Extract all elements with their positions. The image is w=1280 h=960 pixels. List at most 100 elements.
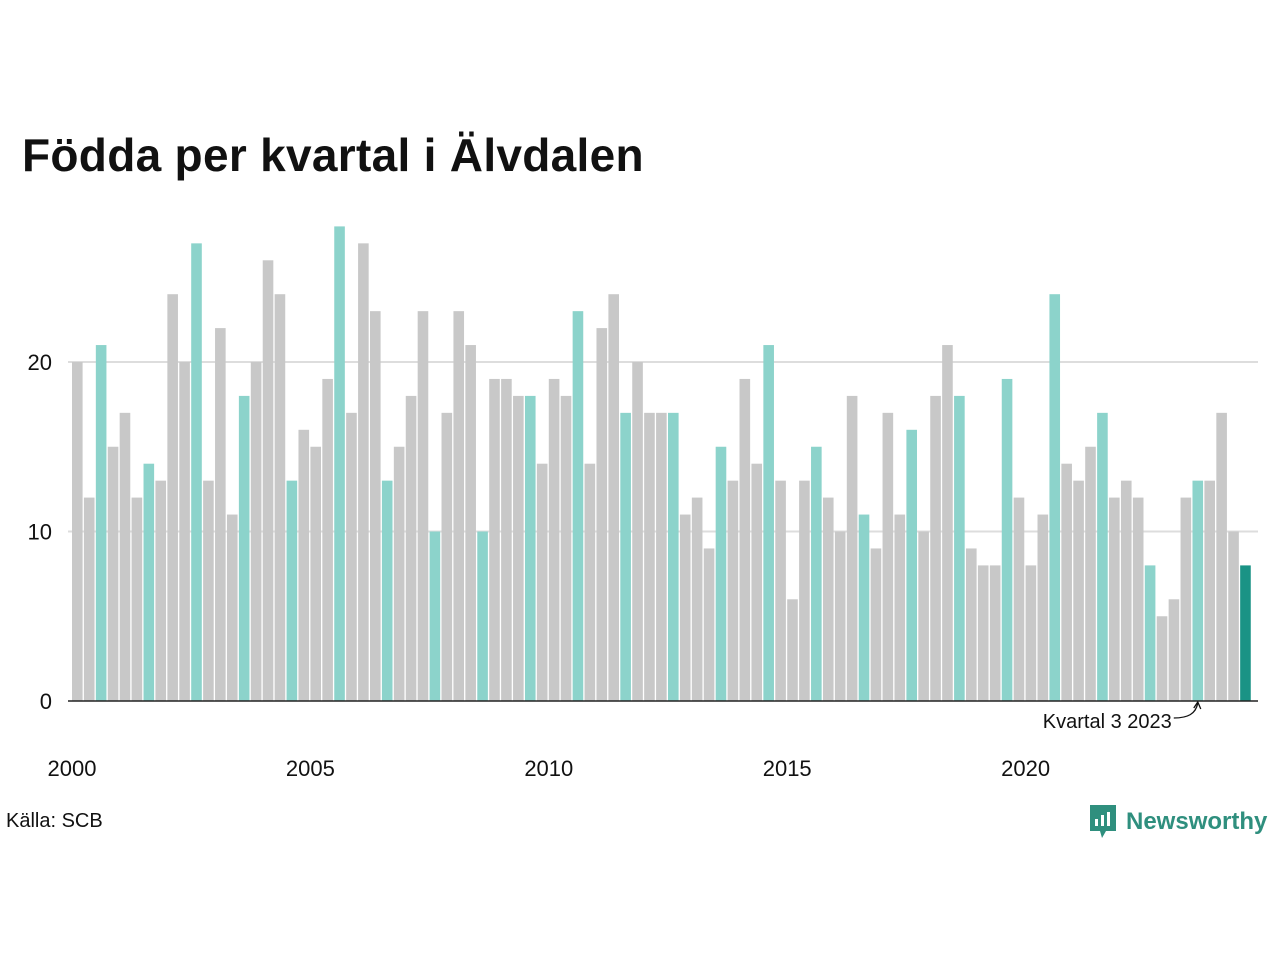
bar bbox=[501, 378, 512, 701]
bar bbox=[942, 345, 953, 701]
bar bbox=[524, 395, 536, 701]
bar bbox=[1180, 497, 1192, 701]
y-tick-label: 20 bbox=[28, 350, 52, 375]
source-note: Källa: SCB bbox=[6, 810, 103, 832]
bar bbox=[691, 497, 703, 701]
y-tick-label: 0 bbox=[40, 689, 52, 714]
bar bbox=[894, 514, 906, 701]
bar bbox=[1120, 480, 1132, 701]
bar bbox=[548, 378, 560, 701]
bar bbox=[1192, 480, 1204, 701]
bar bbox=[179, 362, 190, 701]
bar bbox=[1097, 412, 1108, 701]
bar bbox=[954, 395, 965, 701]
bar bbox=[644, 412, 655, 701]
x-tick-label: 2020 bbox=[1001, 756, 1050, 781]
bar bbox=[143, 463, 155, 701]
bar bbox=[1228, 531, 1239, 701]
bar bbox=[238, 395, 250, 701]
bar bbox=[703, 548, 715, 701]
bar bbox=[858, 514, 870, 701]
axes: 0 10 20 2000 2005 2010 2015 2020 bbox=[28, 350, 1258, 781]
bar bbox=[298, 429, 310, 701]
bar bbox=[1073, 480, 1084, 701]
bar bbox=[536, 463, 548, 701]
bar bbox=[334, 226, 345, 701]
bar bbox=[274, 294, 286, 701]
bar bbox=[1240, 565, 1251, 701]
bar bbox=[465, 345, 476, 701]
bar bbox=[918, 531, 929, 701]
page-title: Födda per kvartal i Älvdalen bbox=[22, 129, 644, 181]
bar bbox=[1109, 497, 1120, 701]
bar bbox=[167, 294, 178, 701]
bars bbox=[72, 226, 1251, 701]
bar bbox=[453, 311, 465, 701]
bar bbox=[72, 362, 83, 701]
bar bbox=[310, 446, 321, 701]
bar bbox=[846, 395, 858, 701]
bar bbox=[95, 345, 107, 701]
annotation: Kvartal 3 2023 bbox=[1043, 700, 1202, 733]
bar bbox=[668, 412, 679, 701]
bar bbox=[322, 378, 333, 701]
bar bbox=[262, 260, 274, 701]
bar-chart: 0 10 20 2000 2005 2010 2015 2020 Kvartal 3 2023 bbox=[28, 226, 1258, 781]
bar bbox=[203, 480, 214, 701]
bar bbox=[787, 599, 798, 701]
x-tick-label: 2000 bbox=[48, 756, 97, 781]
bar bbox=[1037, 514, 1049, 701]
bar bbox=[799, 480, 810, 701]
bar bbox=[906, 429, 917, 701]
bar bbox=[358, 243, 369, 701]
x-tick-label: 2015 bbox=[763, 756, 812, 781]
bar bbox=[966, 548, 977, 701]
bar bbox=[1204, 480, 1215, 701]
bar bbox=[417, 311, 429, 701]
bar bbox=[513, 395, 524, 701]
bar bbox=[489, 378, 500, 701]
bar bbox=[393, 446, 405, 701]
bar bbox=[596, 328, 608, 701]
bar bbox=[1132, 497, 1144, 701]
bar bbox=[811, 446, 822, 701]
bar bbox=[1061, 463, 1072, 701]
bar bbox=[656, 412, 667, 701]
bar bbox=[131, 497, 143, 701]
bar bbox=[119, 412, 131, 701]
bar bbox=[715, 446, 727, 701]
bar bbox=[870, 548, 882, 701]
bar bbox=[250, 362, 262, 701]
bar bbox=[155, 480, 167, 701]
bar bbox=[191, 243, 202, 701]
brand-name: Newsworthy bbox=[1126, 808, 1268, 835]
bar bbox=[620, 412, 631, 701]
bar bbox=[727, 480, 739, 701]
bar bbox=[1156, 616, 1168, 701]
x-tick-label: 2010 bbox=[524, 756, 573, 781]
annotation-arrowhead bbox=[1193, 700, 1202, 710]
bar bbox=[441, 412, 453, 701]
bar bbox=[1168, 599, 1180, 701]
x-tick-label: 2005 bbox=[286, 756, 335, 781]
bar bbox=[405, 395, 417, 701]
bar bbox=[989, 565, 1001, 701]
bar bbox=[1216, 412, 1227, 701]
bar bbox=[977, 565, 989, 701]
bar bbox=[381, 480, 393, 701]
bar bbox=[822, 497, 834, 701]
bar bbox=[763, 345, 774, 701]
bar bbox=[1049, 294, 1061, 701]
bar bbox=[1001, 378, 1013, 701]
annotation-arrow bbox=[1173, 702, 1199, 719]
bar bbox=[775, 480, 786, 701]
bar bbox=[834, 531, 846, 701]
annotation-label: Kvartal 3 2023 bbox=[1043, 711, 1172, 733]
newsworthy-logo-icon bbox=[1090, 805, 1116, 838]
bar bbox=[751, 463, 763, 701]
bar bbox=[83, 497, 95, 701]
bar bbox=[632, 362, 643, 701]
bar bbox=[739, 378, 751, 701]
bar bbox=[215, 328, 226, 701]
brand-logo: Newsworthy bbox=[1088, 802, 1267, 842]
